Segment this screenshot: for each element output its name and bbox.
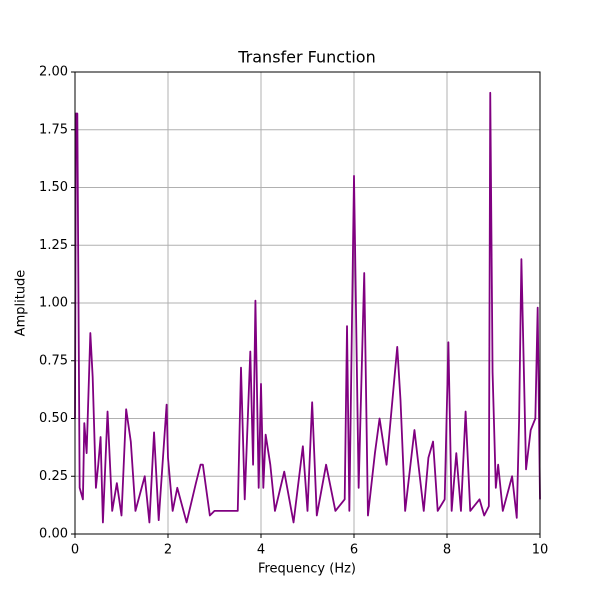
y-tick-label: 2.00 <box>39 65 68 80</box>
y-tick-label: 0.75 <box>39 353 68 368</box>
x-tick-label: 4 <box>257 543 265 558</box>
chart-title: Transfer Function <box>237 48 375 67</box>
x-tick-label: 2 <box>164 543 172 558</box>
x-tick-label: 0 <box>71 543 79 558</box>
data-line <box>74 91 541 524</box>
plot-frame <box>74 71 541 535</box>
x-axis-label: Frequency (Hz) <box>258 562 356 577</box>
y-tick-label: 1.25 <box>39 238 68 253</box>
y-tick-label: 1.50 <box>39 180 68 195</box>
y-tick-label: 0.00 <box>39 527 68 542</box>
y-tick-label: 1.00 <box>39 296 68 311</box>
y-axis-label: Amplitude <box>14 270 29 337</box>
x-tick-label: 6 <box>350 543 358 558</box>
y-tick-label: 1.75 <box>39 122 68 137</box>
x-tick-label: 8 <box>443 543 451 558</box>
x-tick-label: 10 <box>532 543 549 558</box>
y-tick-label: 0.25 <box>39 469 68 484</box>
y-tick-label: 0.50 <box>39 411 68 426</box>
